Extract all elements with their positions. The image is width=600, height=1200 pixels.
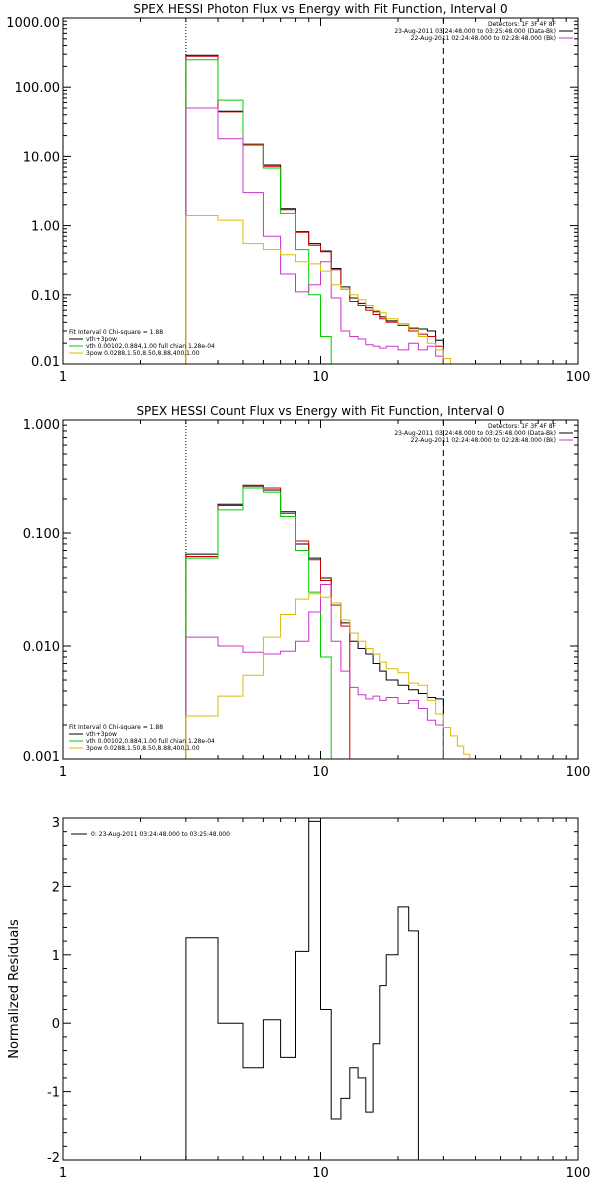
legend-entry: vth 0.00102,0.884,1.00 full chian 1.28e-… bbox=[86, 343, 215, 350]
y-axis: 0.001 0.010 0.100 1.000 bbox=[23, 418, 578, 765]
series-line-2 bbox=[185, 484, 351, 759]
legend-title: Fit Interval 0 Chi-square = 1.88 bbox=[69, 329, 163, 336]
y-tick-label: -1 bbox=[47, 1086, 60, 1101]
x-tick-label: 1 bbox=[59, 1166, 67, 1181]
y-tick-label: 1.00 bbox=[31, 220, 60, 235]
plot-frame bbox=[62, 419, 579, 760]
legend-entry: vth+3pow bbox=[86, 336, 117, 343]
y-tick-label: 0.10 bbox=[31, 289, 60, 304]
series-line-5 bbox=[185, 215, 458, 364]
x-tick-label: 10 bbox=[312, 765, 329, 780]
y-tick-label: 1000.00 bbox=[6, 16, 60, 31]
legend-entry: vth 0.00102,0.884,1.00 full chian 1.28e-… bbox=[86, 738, 215, 745]
legend: Fit Interval 0 Chi-square = 1.88vth+3pow… bbox=[69, 329, 215, 357]
y-tick-label: 2 bbox=[52, 880, 60, 895]
series-line-5 bbox=[185, 593, 471, 759]
x-tick-label: 1 bbox=[59, 370, 67, 385]
series-line-3 bbox=[185, 59, 341, 364]
legend-title: Fit Interval 0 Chi-square = 1.88 bbox=[69, 724, 163, 731]
series-line-1 bbox=[185, 54, 444, 364]
series-line-1 bbox=[185, 820, 419, 1160]
legend-entry: 3pow 0.0288,1.50,8.50,8.88,400,1.00 bbox=[86, 745, 200, 752]
series-line-1 bbox=[185, 485, 444, 759]
series-group bbox=[185, 484, 471, 759]
legend: 0: 23-Aug-2011 03:24:48.000 to 03:25:48.… bbox=[71, 831, 230, 838]
chart-panel-2: SPEX HESSI Count Flux vs Energy with Fit… bbox=[23, 404, 591, 780]
x-tick-label: 100 bbox=[566, 765, 591, 780]
series-group bbox=[185, 54, 458, 364]
legend-entry: vth+3pow bbox=[86, 731, 117, 738]
y-tick-label: -2 bbox=[47, 1151, 60, 1166]
header-line: Detectors: 1F 3F 4F 8F bbox=[488, 423, 557, 430]
y-tick-label: 0.100 bbox=[23, 527, 60, 542]
series-line-2 bbox=[185, 55, 444, 364]
y-axis: -2 -1 0 1 2 3 bbox=[47, 816, 578, 1166]
y-tick-label: 1 bbox=[52, 949, 60, 964]
chart-title: SPEX HESSI Count Flux vs Energy with Fit… bbox=[136, 404, 504, 418]
plot-frame bbox=[62, 17, 579, 365]
legend-entry: 3pow 0.0288,1.50,8.50,8.88,400,1.00 bbox=[86, 350, 200, 357]
header-line: 22-Aug-2011 02:24:48.000 to 02:28:48.000… bbox=[411, 35, 556, 42]
x-tick-label: 10 bbox=[312, 1166, 329, 1181]
x-tick-label: 100 bbox=[566, 370, 591, 385]
series-group bbox=[185, 820, 419, 1160]
y-tick-label: 1.000 bbox=[23, 418, 60, 433]
legend-entry: 0: 23-Aug-2011 03:24:48.000 to 03:25:48.… bbox=[91, 831, 230, 838]
chart-panel-1: SPEX HESSI Photon Flux vs Energy with Fi… bbox=[6, 2, 590, 385]
y-tick-label: 0.010 bbox=[23, 640, 60, 655]
legend: Fit Interval 0 Chi-square = 1.88vth+3pow… bbox=[69, 724, 215, 752]
y-tick-label: 0.001 bbox=[23, 750, 60, 765]
header-line: 23-Aug-2011 03:24:48.000 to 03:25:48.000… bbox=[394, 28, 556, 35]
chart-panel-3: Normalized Residuals 1 10 100 -2 -1 0 1 2 3 0: 23-… bbox=[7, 816, 590, 1181]
y-axis: 0.01 0.10 1.00 10.00 100.00 1000.00 bbox=[6, 16, 578, 370]
x-tick-label: 10 bbox=[312, 370, 329, 385]
series-line-4 bbox=[185, 584, 444, 759]
header-line: Detectors: 1F 3F 4F 8F bbox=[488, 21, 557, 28]
series-line-3 bbox=[185, 487, 341, 759]
chart-title: SPEX HESSI Photon Flux vs Energy with Fi… bbox=[133, 2, 507, 16]
plot-frame bbox=[62, 817, 579, 1161]
x-tick-label: 1 bbox=[59, 765, 67, 780]
y-tick-label: 100.00 bbox=[15, 81, 61, 96]
header-line: 22-Aug-2011 02:24:48.000 to 02:28:48.000… bbox=[411, 437, 556, 444]
y-axis-label: Normalized Residuals bbox=[7, 919, 22, 1059]
header-line: 23-Aug-2011 03:24:48.000 to 03:25:48.000… bbox=[394, 430, 556, 437]
x-tick-label: 100 bbox=[566, 1166, 591, 1181]
series-line-4 bbox=[185, 107, 444, 364]
y-tick-label: 10.00 bbox=[23, 150, 60, 165]
y-tick-label: 3 bbox=[52, 816, 60, 831]
y-tick-label: 0 bbox=[52, 1017, 60, 1032]
y-tick-label: 0.01 bbox=[31, 355, 60, 370]
x-axis: 1 10 100 bbox=[59, 818, 591, 1181]
